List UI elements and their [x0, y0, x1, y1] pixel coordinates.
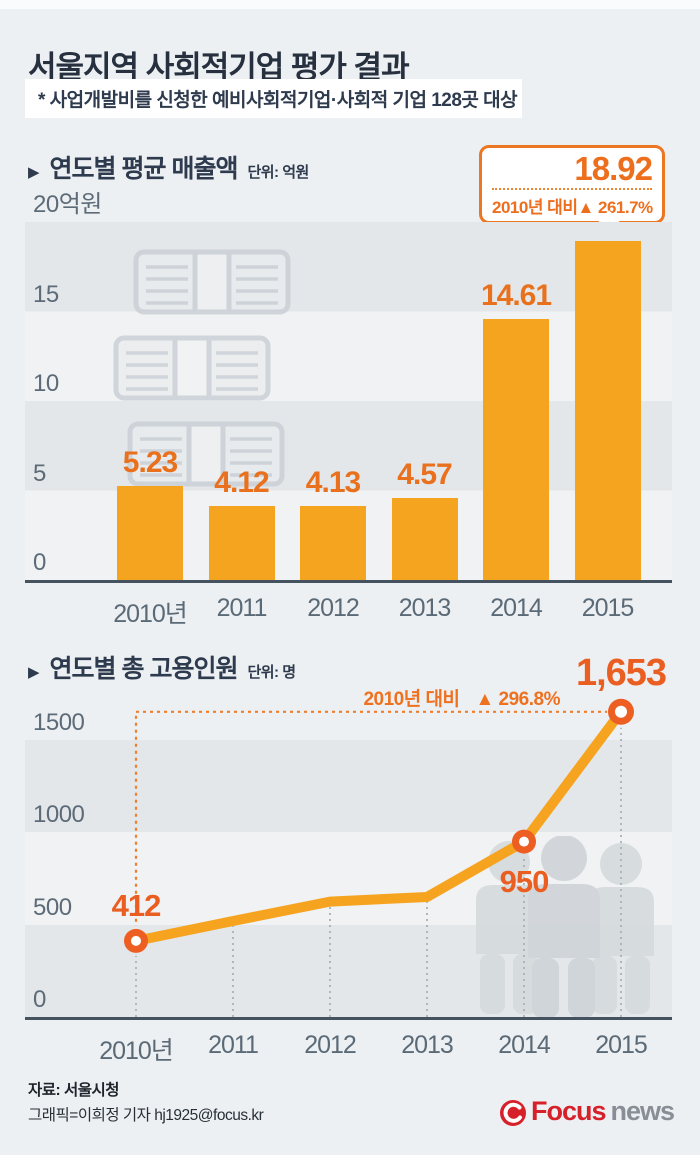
data-point-marker-center	[519, 836, 529, 847]
y-tick-label: 15	[33, 280, 59, 308]
logo-brand-text: Focus	[530, 1096, 607, 1126]
x-tick-label: 2011	[216, 594, 268, 622]
data-point-marker-center	[615, 705, 627, 718]
bar-2014	[483, 318, 549, 580]
section1-header: ▶ 연도별 평균 매출액 단위: 억원	[28, 149, 309, 185]
line-chart-callout: 2010년 대비 ▲ 296.8%	[363, 684, 560, 711]
section2-title: 연도별 총 고용인원	[49, 655, 239, 683]
point-value-label: 412	[111, 887, 162, 923]
top-strip	[0, 0, 700, 9]
x-axis-line	[25, 580, 672, 583]
x-tick-label: 2015	[581, 594, 635, 622]
x-tick-label: 2013	[401, 1031, 454, 1059]
callout-prefix: 2010년 대비	[492, 197, 578, 217]
logo-suffix-text: news	[610, 1096, 675, 1126]
y-tick-label: 1500	[33, 709, 85, 736]
bar-2013	[391, 498, 458, 580]
line-chart-canvas	[124, 698, 634, 1017]
employment-line	[131, 706, 626, 946]
y-tick-label: 5	[33, 459, 46, 487]
section2-header: ▶ 연도별 총 고용인원 단위: 명	[28, 649, 296, 685]
people-silhouette-icon	[476, 836, 654, 1018]
bar-2011	[208, 506, 275, 580]
section-arrow-icon: ▶	[28, 664, 40, 681]
y-tick-label: 0	[33, 549, 46, 576]
y-tick-label: 20억원	[33, 191, 102, 218]
bar-value-label: 14.61	[480, 278, 552, 312]
x-tick-label: 2010년	[99, 1037, 174, 1065]
bar-value-label: 4.13	[305, 466, 361, 500]
x-tick-label: 2012	[307, 594, 360, 622]
x-tick-label: 2010년	[113, 600, 188, 628]
callout-prefix: 2010년 대비	[363, 689, 460, 710]
bar-value-label: 4.57	[397, 458, 452, 492]
focus-news-logo: Focus news	[498, 1096, 675, 1127]
bar-chart-callout: 18.92 2010년 대비 ▲ 261.7%	[479, 145, 665, 236]
callout-delta: ▲ 296.8%	[475, 689, 560, 710]
x-tick-label: 2011	[208, 1031, 259, 1059]
x-tick-label: 2015	[595, 1031, 648, 1059]
x-tick-label: 2014	[490, 594, 543, 622]
focus-swirl-icon	[499, 1099, 526, 1126]
x-tick-label: 2013	[398, 594, 452, 622]
x-tick-label: 2014	[498, 1031, 551, 1059]
callout-delta: ▲ 261.7%	[577, 197, 653, 217]
subtitle-note: * 사업개발비를 신청한 예비사회적기업·사회적 기업 128곳 대상	[25, 79, 522, 118]
callout-row: 2010년 대비 ▲ 261.7%	[492, 193, 653, 218]
line-chart-plot: 2010년 대비 ▲ 296.8% 1500 1000 500 0 2010년 2011 2…	[25, 652, 672, 1065]
bar-2015	[574, 241, 641, 580]
x-axis-line	[25, 1017, 672, 1020]
footer-credit: 그래픽=이희정 기자 hj1925@focus.kr	[28, 1107, 264, 1124]
section1-title: 연도별 평균 매출액	[49, 155, 239, 183]
section2-unit: 단위: 명	[247, 664, 296, 681]
callout-divider	[492, 187, 652, 190]
bar-2012	[300, 506, 366, 580]
y-tick-label: 10	[33, 370, 59, 397]
page-title: 서울지역 사회적기업 평가 결과	[28, 49, 410, 85]
y-tick-label: 0	[33, 986, 46, 1013]
subtitle-text: * 사업개발비를 신청한 예비사회적기업·사회적 기업 128곳 대상	[38, 90, 518, 111]
x-tick-label: 2012	[304, 1031, 357, 1059]
bar-2010년	[117, 486, 183, 580]
money-stack-icon	[113, 249, 291, 487]
bar-value-label: 4.12	[214, 466, 269, 500]
point-value-label: 1,653	[575, 651, 667, 694]
callout-value: 18.92	[574, 150, 653, 187]
section-arrow-icon: ▶	[28, 164, 40, 181]
bar-value-label: 5.23	[122, 446, 178, 480]
data-point-marker-center	[131, 935, 141, 946]
y-tick-label: 1000	[33, 801, 85, 829]
footer-source: 자료: 서울시청	[28, 1082, 120, 1099]
y-tick-label: 500	[33, 893, 72, 921]
bar-chart-plot: 20억원 15 10 5 0 5.23 2010년 4.12 2011 4.13 2012 4.57 2…	[25, 191, 672, 628]
section1-unit: 단위: 억원	[247, 164, 309, 181]
point-value-label: 950	[499, 863, 550, 899]
